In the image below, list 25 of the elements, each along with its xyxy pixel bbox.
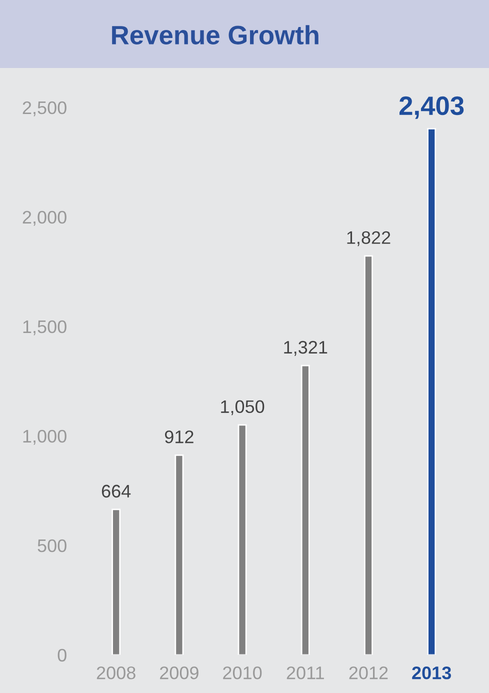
bar: [112, 508, 121, 655]
y-tick-label: 2,000: [22, 210, 66, 226]
y-tick-label: 0: [58, 648, 66, 662]
y-tick-label: 500: [38, 539, 66, 552]
data-label: 664: [102, 484, 131, 498]
x-tick-label: 2009: [160, 666, 198, 680]
x-tick-label: 2011: [286, 666, 324, 680]
data-label: 1,050: [221, 400, 264, 416]
x-tick-label: 2012: [349, 666, 388, 680]
x-tick-label: 2008: [96, 666, 136, 680]
bar: [427, 128, 436, 655]
y-tick-label: 1,500: [23, 320, 66, 336]
data-label: 2,403: [399, 96, 464, 119]
data-label: 1,822: [347, 231, 390, 246]
x-tick-label: 2010: [223, 666, 262, 680]
y-tick-label: 1,000: [23, 430, 66, 445]
data-label: 912: [164, 430, 194, 444]
bar: [238, 424, 247, 655]
x-tick-label: 2013: [412, 666, 452, 680]
chart-title: Revenue Growth: [112, 25, 318, 44]
bar: [364, 255, 373, 655]
bar: [300, 364, 310, 655]
bar: [174, 454, 184, 655]
y-tick-label: 2,500: [22, 101, 66, 116]
data-label: 1,321: [284, 340, 328, 356]
